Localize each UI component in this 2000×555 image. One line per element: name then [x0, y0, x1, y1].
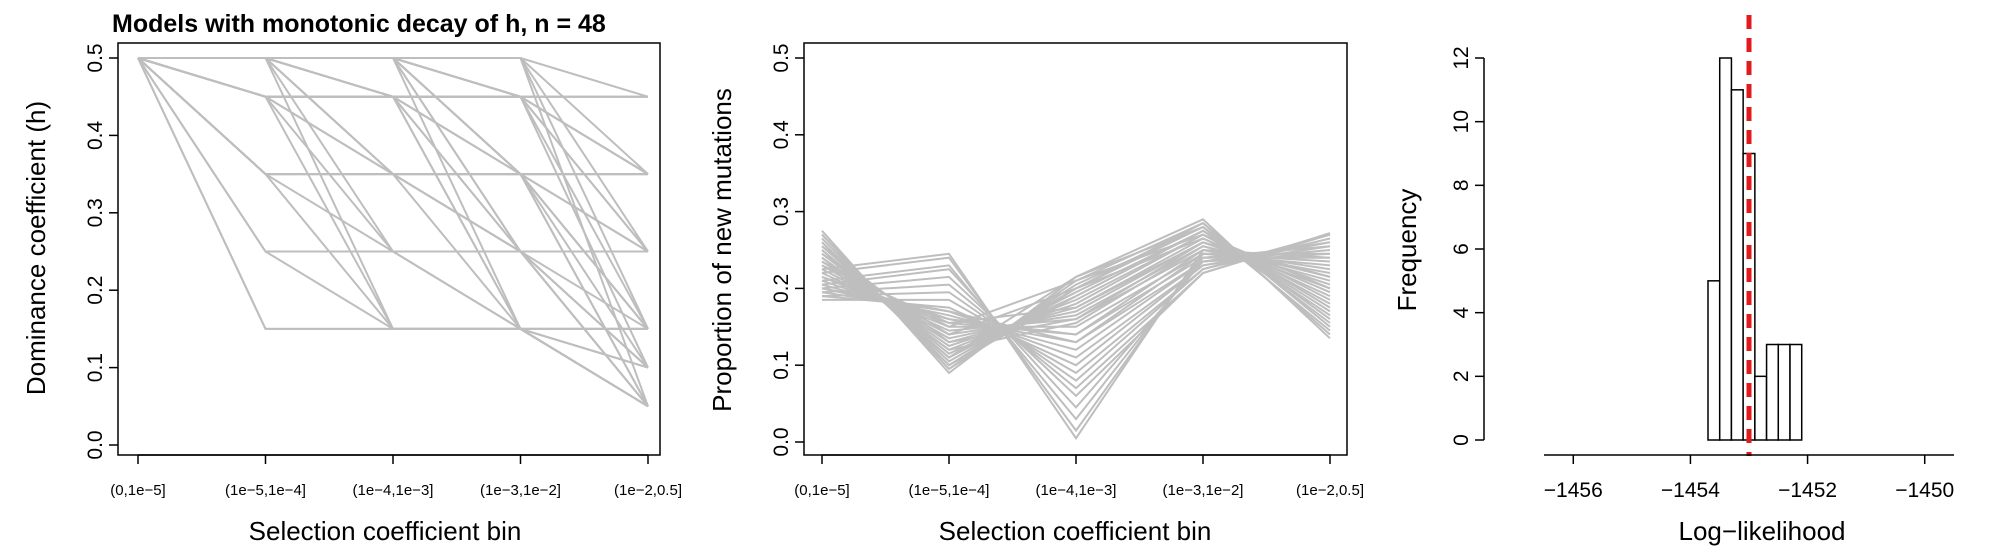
series-line-6 — [138, 57, 648, 98]
series-line-12 — [138, 57, 649, 407]
panel-2-y-axis-title: Proportion of new mutations — [707, 88, 737, 412]
x-tick-label: −1454 — [1661, 479, 1720, 502]
y-tick-label: 0.1 — [84, 353, 107, 382]
x-tick-label: (0,1e−5] — [110, 482, 165, 499]
x-tick-label: (1e−3,1e−2] — [480, 482, 561, 499]
x-tick-label: (1e−4,1e−3] — [1036, 482, 1117, 499]
series-line-5 — [138, 57, 649, 407]
series-line-47 — [138, 57, 648, 330]
series-line-32 — [821, 229, 1331, 367]
series-line-8 — [821, 233, 1331, 348]
y-tick-label: 0.2 — [770, 274, 793, 303]
panel-1-dominance-chart: Models with monotonic decay of h, n = 48… — [21, 10, 682, 546]
y-tick-label: 0.2 — [84, 276, 107, 305]
panel-3-y-axis-title: Frequency — [1392, 189, 1422, 312]
histogram-bar-2 — [1718, 57, 1733, 441]
series-line-2 — [138, 57, 649, 175]
panel-1-y-axis-title: Dominance coefficient (h) — [21, 101, 51, 395]
panel-2-x-axis-title: Selection coefficient bin — [939, 516, 1212, 546]
series-line-42 — [138, 57, 649, 175]
panel-2-proportion-chart: 0.0 0.1 0.2 0.3 0.4 0.5 (0,1e−5] (1e−5,1e−4] (1… — [707, 42, 1364, 546]
histogram-bar-6 — [1765, 343, 1780, 441]
panel-1-x-axis: (0,1e−5] (1e−5,1e−4] (1e−4,1e−3] (1e−3,1e−2… — [110, 454, 682, 499]
series-line-39 — [137, 57, 649, 408]
panel-2-y-axis: 0.0 0.1 0.2 0.3 0.4 0.5 — [770, 43, 804, 457]
y-tick-label: 0.1 — [770, 351, 793, 380]
series-line-27 — [137, 57, 648, 176]
y-tick-label: 0.5 — [770, 43, 793, 72]
series-line-26 — [137, 57, 649, 407]
panel-3-x-axis: −1456 −1454 −1452 −1450 — [1544, 454, 1954, 502]
x-tick-label: (1e−5,1e−4] — [225, 482, 306, 499]
panel-3-loglik-histogram: 0 2 4 6 8 10 12 −1456 −1454 −1452 −1450 Log−likel… — [1392, 15, 1954, 546]
panel-2-x-axis: (0,1e−5] (1e−5,1e−4] (1e−4,1e−3] (1e−3,1e−2… — [794, 454, 1364, 499]
y-tick-label: 0.3 — [770, 197, 793, 226]
y-tick-label: 0 — [1450, 434, 1473, 446]
series-line-24 — [821, 245, 1331, 421]
panel-2-plot-frame — [803, 42, 1348, 456]
histogram-bar-7 — [1777, 343, 1791, 441]
panel-1-x-axis-title: Selection coefficient bin — [249, 516, 522, 546]
histogram-bar-1 — [1707, 280, 1721, 441]
series-line-1 — [138, 57, 649, 98]
series-line-45 — [137, 57, 649, 408]
series-line-33 — [137, 57, 649, 407]
panel-3-x-axis-title: Log−likelihood — [1679, 516, 1846, 546]
x-tick-label: (1e−3,1e−2] — [1163, 482, 1244, 499]
series-line-23 — [821, 241, 1331, 409]
panel-3-histogram-bars — [1707, 57, 1803, 441]
series-line-40 — [137, 57, 649, 175]
series-line-31 — [137, 57, 648, 176]
x-tick-label: −1456 — [1544, 479, 1603, 502]
panel-1-series-lines — [137, 57, 649, 408]
panel-2-series-lines — [821, 218, 1331, 440]
histogram-bar-3 — [1730, 89, 1744, 441]
series-line-18 — [138, 57, 649, 407]
series-line-21 — [138, 57, 649, 408]
panel-3-y-axis: 0 2 4 6 8 10 12 — [1450, 46, 1485, 446]
x-tick-label: (1e−2,0.5] — [614, 482, 682, 499]
x-tick-label: −1450 — [1895, 479, 1954, 502]
y-tick-label: 8 — [1450, 179, 1473, 191]
series-line-23 — [137, 57, 648, 98]
y-tick-label: 2 — [1450, 370, 1473, 382]
y-tick-label: 6 — [1450, 243, 1473, 255]
y-tick-label: 0.0 — [770, 427, 793, 456]
histogram-bar-5 — [1754, 375, 1768, 441]
series-line-7 — [138, 57, 649, 175]
series-line-26 — [821, 248, 1331, 440]
series-line-36 — [821, 241, 1331, 344]
y-tick-label: 10 — [1450, 110, 1473, 133]
x-tick-label: (1e−5,1e−4] — [909, 482, 990, 499]
y-tick-label: 0.4 — [770, 120, 793, 150]
x-tick-label: (1e−4,1e−3] — [353, 482, 434, 499]
x-tick-label: (1e−2,0.5] — [1296, 482, 1364, 499]
y-tick-label: 4 — [1450, 307, 1473, 319]
series-line-35 — [137, 57, 649, 408]
series-line-29 — [137, 57, 649, 408]
x-tick-label: (0,1e−5] — [794, 482, 849, 499]
panel-1-y-axis: 0.0 0.1 0.2 0.3 0.4 0.5 — [84, 43, 118, 460]
series-line-14 — [138, 57, 649, 408]
y-tick-label: 12 — [1450, 46, 1473, 69]
y-tick-label: 0.3 — [84, 198, 107, 227]
series-line-22 — [821, 232, 1331, 398]
series-line-19 — [138, 57, 648, 176]
x-tick-label: −1452 — [1778, 479, 1837, 502]
y-tick-label: 0.0 — [84, 430, 107, 459]
histogram-bar-8 — [1789, 343, 1803, 441]
y-tick-label: 0.5 — [84, 43, 107, 72]
panel-1-title: Models with monotonic decay of h, n = 48 — [112, 10, 606, 38]
series-line-41 — [137, 57, 649, 407]
series-line-15 — [138, 57, 648, 98]
series-line-10 — [138, 57, 648, 176]
series-line-48 — [138, 57, 649, 253]
y-tick-label: 0.4 — [84, 120, 107, 150]
